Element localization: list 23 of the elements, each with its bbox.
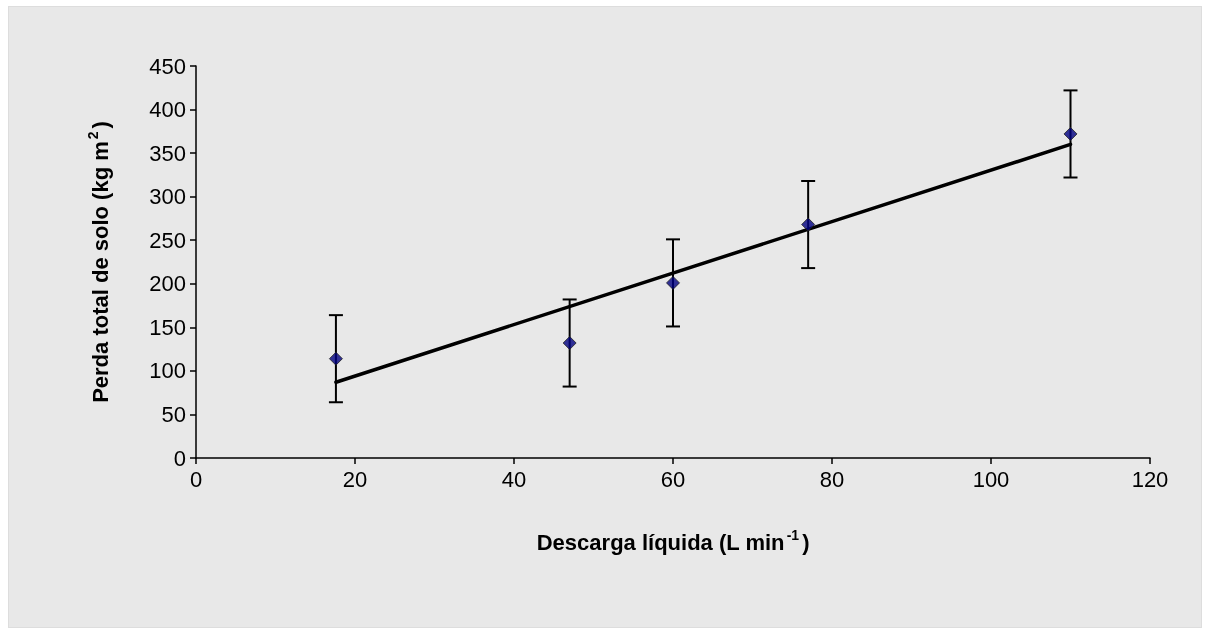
point (666, 275, 680, 290)
point (1063, 126, 1078, 141)
x-tick-label: 100 (972, 466, 1010, 492)
y-tick-label: 50 (161, 401, 186, 427)
x-tick-label: 120 (1131, 466, 1169, 492)
y-tick-label: 300 (149, 184, 186, 210)
x-tick-label: 60 (660, 466, 686, 492)
y-tick-label: 400 (149, 97, 186, 123)
y-tick-label: 450 (149, 53, 186, 79)
y-tick-label: 200 (149, 271, 186, 297)
y-tick-label: 250 (149, 227, 186, 253)
y-tick-label: 100 (149, 358, 186, 384)
point (328, 351, 343, 366)
y-tick-label: 150 (149, 314, 186, 340)
point (801, 217, 816, 232)
y-axis-title: Perda total de solo (kg m2) (85, 121, 113, 403)
y-tick-label: 350 (149, 140, 186, 166)
x-tick-label: 80 (819, 466, 845, 492)
x-tick-label: 40 (501, 466, 527, 492)
x-tick-label: 0 (189, 466, 203, 492)
y-tick-label: 0 (173, 445, 186, 471)
x-tick-label: 20 (342, 466, 368, 492)
point (562, 336, 577, 351)
